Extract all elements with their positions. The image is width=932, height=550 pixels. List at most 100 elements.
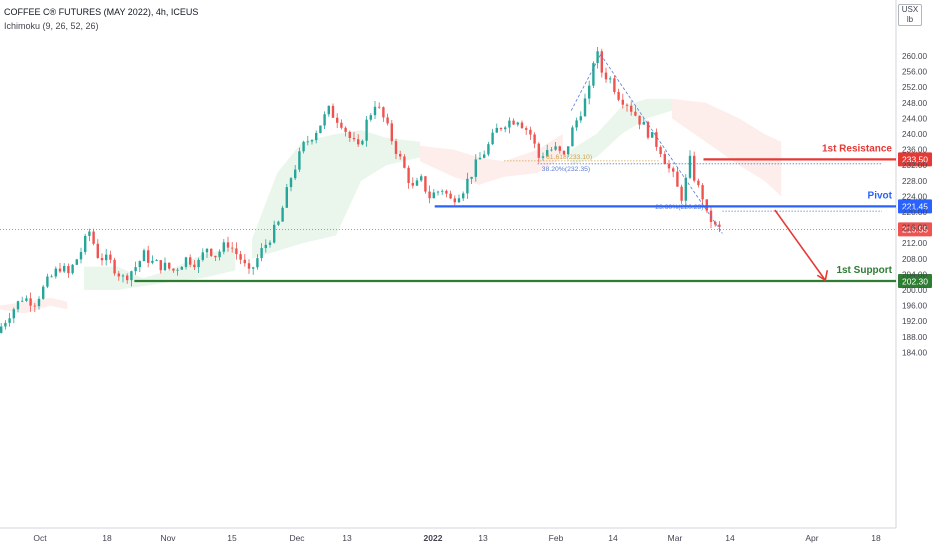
candle [79, 252, 83, 260]
candle [693, 155, 696, 181]
candle [189, 257, 192, 265]
candle [525, 128, 528, 130]
candle [604, 72, 608, 80]
candle [184, 257, 188, 267]
candle [688, 155, 692, 178]
candle [319, 125, 322, 134]
candle [642, 121, 645, 125]
candle [646, 121, 650, 138]
candle [432, 192, 435, 199]
cloud-bear-3 [672, 98, 782, 197]
candle [226, 242, 230, 248]
candle [134, 267, 137, 272]
time-tick: Apr [805, 533, 818, 543]
candle [54, 268, 57, 277]
candle [365, 119, 368, 141]
candle [630, 105, 633, 112]
candle [264, 244, 267, 249]
price-tick: 200.00 [902, 286, 927, 295]
candle [428, 191, 431, 199]
candle [541, 156, 545, 158]
fib-label: 23.60%(220.23) [655, 204, 703, 211]
candle [369, 115, 372, 120]
price-tag-label: 233.50 [902, 155, 928, 165]
candle [676, 171, 679, 187]
candle [96, 243, 99, 258]
candle [100, 257, 104, 261]
candle [58, 268, 62, 272]
ichimoku-cloud [0, 98, 782, 314]
price-tick: 260.00 [902, 52, 927, 61]
candle [193, 264, 196, 268]
candle [92, 231, 95, 244]
time-tick: Dec [289, 533, 305, 543]
candle [424, 176, 427, 192]
currency-unit-badge[interactable]: USX lb [898, 4, 922, 26]
candle [197, 259, 200, 268]
candle [390, 123, 393, 142]
price-tick: 216.00 [902, 224, 927, 233]
candle [491, 132, 494, 145]
candle [714, 221, 717, 225]
candle [436, 191, 440, 193]
price-tick: 220.00 [902, 208, 927, 217]
time-tick: Oct [33, 533, 47, 543]
candle [663, 154, 666, 165]
candle [705, 199, 708, 211]
candle [205, 248, 209, 253]
candle [117, 273, 120, 277]
arrow-shaft [774, 209, 826, 281]
candle [273, 224, 276, 243]
candle [588, 85, 591, 99]
candle [138, 261, 141, 268]
trend-line-up [570, 54, 601, 111]
time-tick: Feb [549, 533, 564, 543]
candle [42, 286, 45, 299]
candle [684, 177, 687, 201]
price-tick: 196.00 [902, 302, 927, 311]
key-levels: 1st Resistance 233.50 Pivot 221.45 1st Suppo… [134, 143, 932, 289]
candle [180, 266, 183, 270]
candle [88, 231, 91, 236]
candle [16, 301, 20, 310]
price-tick: 228.00 [902, 177, 927, 186]
price-tick: 236.00 [902, 146, 927, 155]
candle [285, 187, 288, 208]
price-tag [898, 274, 932, 289]
price-tick: 252.00 [902, 83, 927, 92]
candle [121, 275, 125, 277]
time-tick: 13 [342, 533, 352, 543]
candle [155, 260, 158, 261]
price-tag-label: 221.45 [902, 202, 928, 212]
candle [382, 107, 385, 118]
candle [75, 259, 78, 265]
candle [151, 260, 154, 263]
candle [474, 159, 477, 177]
candle [67, 266, 70, 274]
price-tick: 192.00 [902, 317, 927, 326]
candle [487, 144, 490, 155]
candle [453, 198, 456, 203]
candle [268, 242, 272, 245]
candle [294, 169, 297, 179]
candle [201, 252, 204, 260]
candle [357, 139, 360, 145]
time-tick: 18 [871, 533, 881, 543]
candle [130, 271, 133, 281]
candle [420, 176, 423, 181]
candle [659, 146, 662, 155]
pivot-label: Pivot [868, 190, 893, 201]
time-tick: 14 [608, 533, 618, 543]
candle [340, 122, 343, 128]
candle [50, 276, 53, 278]
fib-retracement: 61.618(233.10) 38.20%(232.35) 23.60%(220.2… [504, 54, 882, 234]
candle [592, 63, 595, 86]
time-tick: 15 [227, 533, 237, 543]
time-tick: 14 [725, 533, 735, 543]
price-tick: 224.00 [902, 192, 927, 201]
support-label: 1st Support [836, 265, 892, 276]
price-tick: 248.00 [902, 99, 927, 108]
candle [651, 132, 654, 138]
candle [441, 190, 444, 192]
